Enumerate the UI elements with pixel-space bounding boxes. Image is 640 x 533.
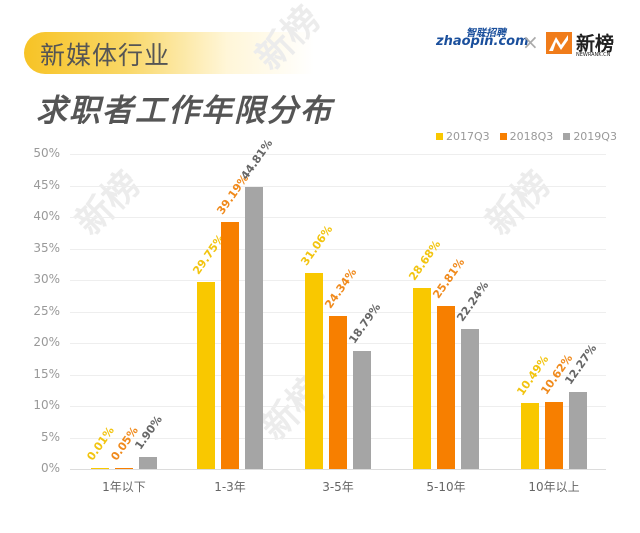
bar-2017q3 bbox=[197, 281, 215, 469]
x-category-label: 10年以上 bbox=[528, 480, 580, 494]
gridline bbox=[70, 217, 606, 218]
y-tick-label: 50% bbox=[33, 146, 60, 160]
legend-swatch bbox=[563, 133, 571, 140]
legend-item: 2017Q3 bbox=[436, 130, 490, 143]
partner-logos: 智联招聘 zhaopin.com × 新榜 NEWRANK.CN bbox=[436, 28, 616, 62]
bar-value-label: 22.24% bbox=[454, 278, 492, 324]
y-tick-label: 15% bbox=[33, 366, 60, 381]
chart-title: 求职者工作年限分布 bbox=[36, 93, 333, 129]
legend-label: 2019Q3 bbox=[573, 130, 617, 143]
gridline bbox=[70, 280, 606, 281]
x-category-label: 5-10年 bbox=[426, 480, 466, 494]
newrank-logo-icon bbox=[546, 32, 572, 54]
y-tick-label: 30% bbox=[33, 272, 60, 286]
bar-2018q3 bbox=[115, 467, 133, 469]
x-category-label: 3-5年 bbox=[322, 480, 354, 494]
watermark: 新榜 bbox=[478, 163, 559, 244]
y-tick-label: 35% bbox=[33, 240, 60, 255]
bar-2017q3 bbox=[91, 467, 109, 469]
zhaopin-logo-cn: 智联招聘 bbox=[466, 28, 506, 39]
x-axis-line bbox=[70, 469, 606, 470]
y-tick-label: 45% bbox=[33, 177, 60, 192]
chart-legend: 2017Q3 2018Q3 2019Q3 bbox=[436, 130, 617, 143]
subtitle-banner bbox=[24, 32, 314, 74]
bar-value-label: 24.34% bbox=[322, 265, 360, 311]
y-tick-label: 10% bbox=[33, 398, 60, 412]
y-tick-label: 0% bbox=[40, 461, 60, 475]
gridline bbox=[70, 154, 606, 155]
y-tick-label: 40% bbox=[33, 209, 60, 223]
x-category-label: 1年以下 bbox=[102, 480, 146, 494]
x-category-label: 1-3年 bbox=[214, 480, 246, 494]
bar-2017q3 bbox=[521, 402, 539, 469]
bar-value-label: 28.68% bbox=[406, 238, 444, 284]
newrank-logo: 新榜 bbox=[576, 33, 615, 55]
y-tick-label: 20% bbox=[33, 335, 60, 349]
bar-2017q3 bbox=[305, 273, 323, 469]
gridline bbox=[70, 185, 606, 187]
legend-item: 2018Q3 bbox=[499, 130, 554, 143]
watermark: 新榜 bbox=[68, 163, 149, 244]
bar-2019q3 bbox=[139, 457, 157, 469]
bar-value-label: 18.79% bbox=[346, 300, 384, 346]
gridline bbox=[70, 311, 606, 313]
bar-value-label: 25.81% bbox=[430, 256, 468, 302]
bar-value-label: 44.81% bbox=[238, 136, 276, 182]
legend-item: 2019Q3 bbox=[563, 130, 617, 143]
legend-label: 2018Q3 bbox=[509, 130, 554, 143]
bar-2018q3 bbox=[437, 306, 455, 469]
section-subtitle: 新媒体行业 bbox=[40, 41, 171, 70]
logo-separator: × bbox=[522, 30, 539, 54]
bar-2018q3 bbox=[329, 315, 347, 469]
bar-2019q3 bbox=[353, 350, 371, 469]
legend-swatch bbox=[499, 133, 507, 140]
zhaopin-logo: zhaopin.com bbox=[436, 34, 529, 49]
y-tick-label: 5% bbox=[40, 429, 60, 444]
bar-value-label: 31.06% bbox=[298, 223, 336, 269]
bar-2018q3 bbox=[221, 222, 239, 469]
watermark: 新榜 bbox=[248, 0, 329, 79]
bar-2018q3 bbox=[545, 402, 563, 469]
gridline bbox=[70, 248, 606, 250]
bar-2019q3 bbox=[245, 186, 263, 469]
y-tick-label: 25% bbox=[33, 303, 60, 318]
bar-2019q3 bbox=[569, 391, 587, 469]
bar-2019q3 bbox=[461, 328, 479, 469]
legend-label: 2017Q3 bbox=[446, 130, 490, 143]
legend-swatch bbox=[436, 133, 443, 140]
newrank-logo-sub: NEWRANK.CN bbox=[576, 52, 611, 58]
bar-2017q3 bbox=[413, 288, 431, 469]
